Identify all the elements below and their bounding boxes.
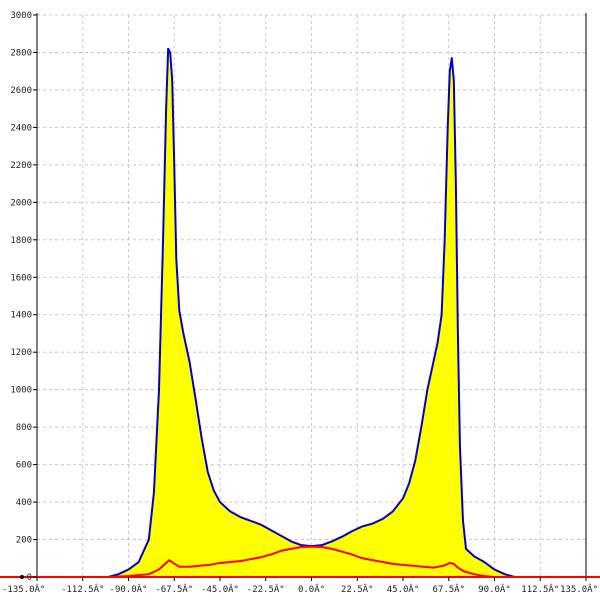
grid-layer (37, 14, 587, 577)
x-tick-label: 67.5Â° (432, 583, 465, 595)
y-tick-label: 1800 (10, 236, 32, 246)
y-tick-label: 0 (27, 573, 32, 583)
y-tick-label: 2400 (10, 123, 32, 133)
y-tick-label: 1400 (10, 311, 32, 321)
axis-layer (0, 13, 600, 581)
origin-marker (20, 575, 24, 579)
y-tick-label: 2000 (10, 198, 32, 208)
x-tick-label: -67.5Â° (155, 583, 193, 595)
y-tick-label: 600 (16, 461, 32, 471)
x-tick-label: 90.0Â° (478, 583, 511, 595)
y-tick-label: 1200 (10, 348, 32, 358)
x-tick-label: 0.0Â° (298, 583, 325, 595)
y-tick-label: 800 (16, 423, 32, 433)
series-1-line (37, 545, 586, 578)
x-tick-label: 112.5Â° (521, 583, 559, 595)
series-layer (37, 47, 586, 578)
x-tick-label: 45.0Â° (387, 583, 420, 595)
x-tick-label: -90.0Â° (110, 583, 148, 595)
y-tick-label: 200 (16, 536, 32, 546)
x-tick-label: -45.0Â° (201, 583, 239, 595)
x-tick-label: -22.5Â° (247, 583, 285, 595)
y-tick-label: 1000 (10, 386, 32, 396)
y-tick-label: 2600 (10, 86, 32, 96)
series-0-line (107, 47, 516, 578)
x-tick-label: -135.0Â° (2, 583, 45, 595)
x-tick-label: 135.0Â° (560, 583, 598, 595)
y-tick-label: 2800 (10, 48, 32, 58)
tick-label-layer: 0 200 400 600 800 1000 1200 1400 1600 1800 2000 220… (2, 11, 598, 595)
x-tick-label: -112.5Â° (61, 583, 104, 595)
y-tick-label: 2200 (10, 161, 32, 171)
x-tick-label: 22.5Â° (341, 583, 374, 595)
y-tick-label: 400 (16, 498, 32, 508)
y-tick-label: 1600 (10, 273, 32, 283)
y-tick-label: 3000 (10, 11, 32, 21)
